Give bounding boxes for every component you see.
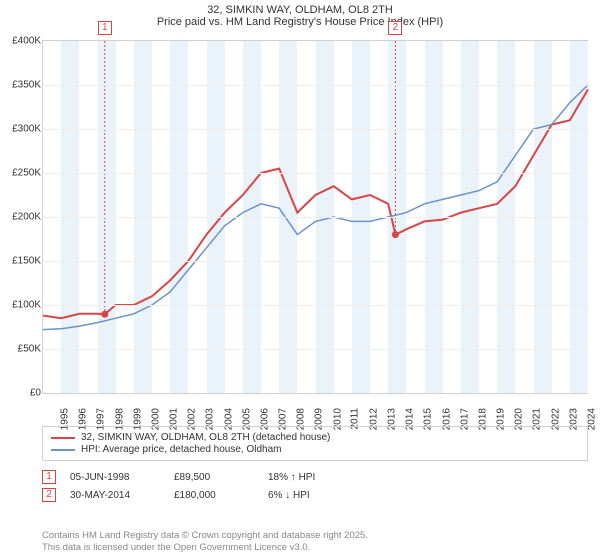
event-table: 1 05-JUN-1998 £89,500 18% ↑ HPI 2 30-MAY-2014…: [42, 466, 588, 506]
gridline: [43, 85, 588, 86]
legend-label: 32, SIMKIN WAY, OLDHAM, OL8 2TH (detache…: [81, 432, 330, 443]
series-hpi: [43, 85, 588, 330]
y-axis-label: £50K: [7, 344, 41, 355]
y-axis-label: £150K: [7, 256, 41, 267]
y-axis-label: £350K: [7, 80, 41, 91]
gridline: [43, 129, 588, 130]
event-row: 2 30-MAY-2014 £180,000 6% ↓ HPI: [42, 488, 588, 502]
legend: 32, SIMKIN WAY, OLDHAM, OL8 2TH (detache…: [42, 426, 588, 461]
y-axis-label: £400K: [7, 36, 41, 47]
event-price: £180,000: [174, 490, 254, 501]
gridline: [43, 305, 588, 306]
event-date: 30-MAY-2014: [70, 490, 160, 501]
legend-item: 32, SIMKIN WAY, OLDHAM, OL8 2TH (detache…: [51, 432, 579, 443]
y-axis-label: £100K: [7, 300, 41, 311]
gridline: [43, 261, 588, 262]
y-axis-label: £250K: [7, 168, 41, 179]
footer-attribution: Contains HM Land Registry data © Crown c…: [42, 530, 588, 554]
event-row: 1 05-JUN-1998 £89,500 18% ↑ HPI: [42, 470, 588, 484]
event-pct: 18% ↑ HPI: [268, 472, 315, 483]
legend-item: HPI: Average price, detached house, Oldh…: [51, 444, 579, 455]
gridline: [43, 349, 588, 350]
event-marker-box: 2: [388, 21, 402, 35]
y-axis-label: £0: [7, 388, 41, 399]
series-price_paid: [43, 89, 588, 318]
chart-title: 32, SIMKIN WAY, OLDHAM, OL8 2TH Price pa…: [0, 0, 600, 28]
chart: £0 £50K £100K £150K £200K £250K £300K £350K £400…: [8, 36, 592, 426]
event-price: £89,500: [174, 472, 254, 483]
plot-area: £0£50K£100K£150K£200K£250K£300K£350K£400…: [42, 40, 588, 394]
event-row-marker: 1: [42, 470, 56, 484]
legend-label: HPI: Average price, detached house, Oldh…: [81, 444, 282, 455]
event-date: 05-JUN-1998: [70, 472, 160, 483]
footer-line-2: This data is licensed under the Open Gov…: [42, 542, 588, 554]
y-axis-label: £200K: [7, 212, 41, 223]
gridline: [43, 217, 588, 218]
event-row-marker: 2: [42, 488, 56, 502]
gridline: [43, 173, 588, 174]
event-pct: 6% ↓ HPI: [268, 490, 310, 501]
legend-swatch: [51, 437, 75, 439]
footer-line-1: Contains HM Land Registry data © Crown c…: [42, 530, 588, 542]
legend-swatch: [51, 449, 75, 451]
title-line-1: 32, SIMKIN WAY, OLDHAM, OL8 2TH: [0, 4, 600, 16]
y-axis-label: £300K: [7, 124, 41, 135]
title-line-2: Price paid vs. HM Land Registry's House …: [0, 16, 600, 28]
event-marker-box: 1: [98, 21, 112, 35]
